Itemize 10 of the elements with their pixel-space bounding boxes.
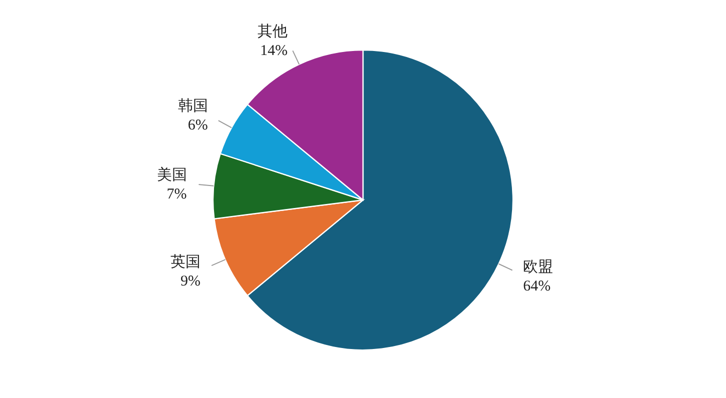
data-label: 6%	[188, 118, 208, 134]
slice-label: 美国	[156, 166, 187, 184]
slice-label: 欧盟	[523, 258, 554, 276]
data-label: 64%	[523, 278, 551, 294]
data-label: 14%	[260, 42, 288, 59]
data-label: 7%	[166, 186, 187, 202]
data-label: 9%	[180, 273, 201, 290]
slice-label: 其他	[258, 22, 288, 40]
slice-label: 英国	[170, 253, 201, 270]
slice-label: 韩国	[178, 98, 208, 115]
